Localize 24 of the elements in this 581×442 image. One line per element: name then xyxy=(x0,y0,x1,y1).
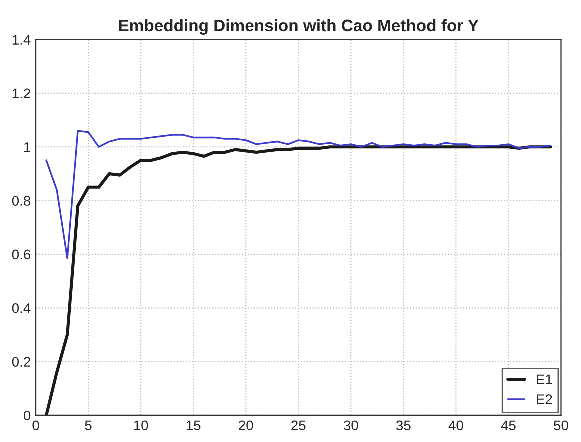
x-tick-label: 10 xyxy=(134,420,148,431)
x-tick-label: 50 xyxy=(554,420,568,431)
x-tick-label: 20 xyxy=(239,420,254,431)
y-tick-label: 1.2 xyxy=(12,88,30,98)
y-tick-label: 0.2 xyxy=(12,357,30,367)
y-tick-label: 1.4 xyxy=(12,35,31,45)
x-tick-label: 25 xyxy=(292,420,306,431)
legend-label: E1 xyxy=(537,374,552,384)
line-series xyxy=(46,130,552,260)
x-tick-label: 15 xyxy=(186,420,201,431)
y-tick-label: 0.6 xyxy=(12,250,31,260)
x-tick-label: 0 xyxy=(32,420,40,431)
chart-title: Embedding Dimension with Cao Method for Y xyxy=(119,19,479,35)
x-tick-label: 30 xyxy=(344,420,358,431)
y-tick-label: 0.8 xyxy=(12,196,31,206)
y-tick-label: 0.4 xyxy=(12,303,31,314)
legend-label: E2 xyxy=(537,394,552,404)
x-tick-label: 40 xyxy=(448,420,464,431)
x-tick-label: 5 xyxy=(85,420,92,431)
y-tick-label: 0 xyxy=(24,410,31,421)
x-tick-label: 45 xyxy=(501,420,516,431)
x-tick-label: 35 xyxy=(396,420,411,431)
y-tick-label: 1 xyxy=(24,142,30,152)
line-series xyxy=(44,146,552,416)
